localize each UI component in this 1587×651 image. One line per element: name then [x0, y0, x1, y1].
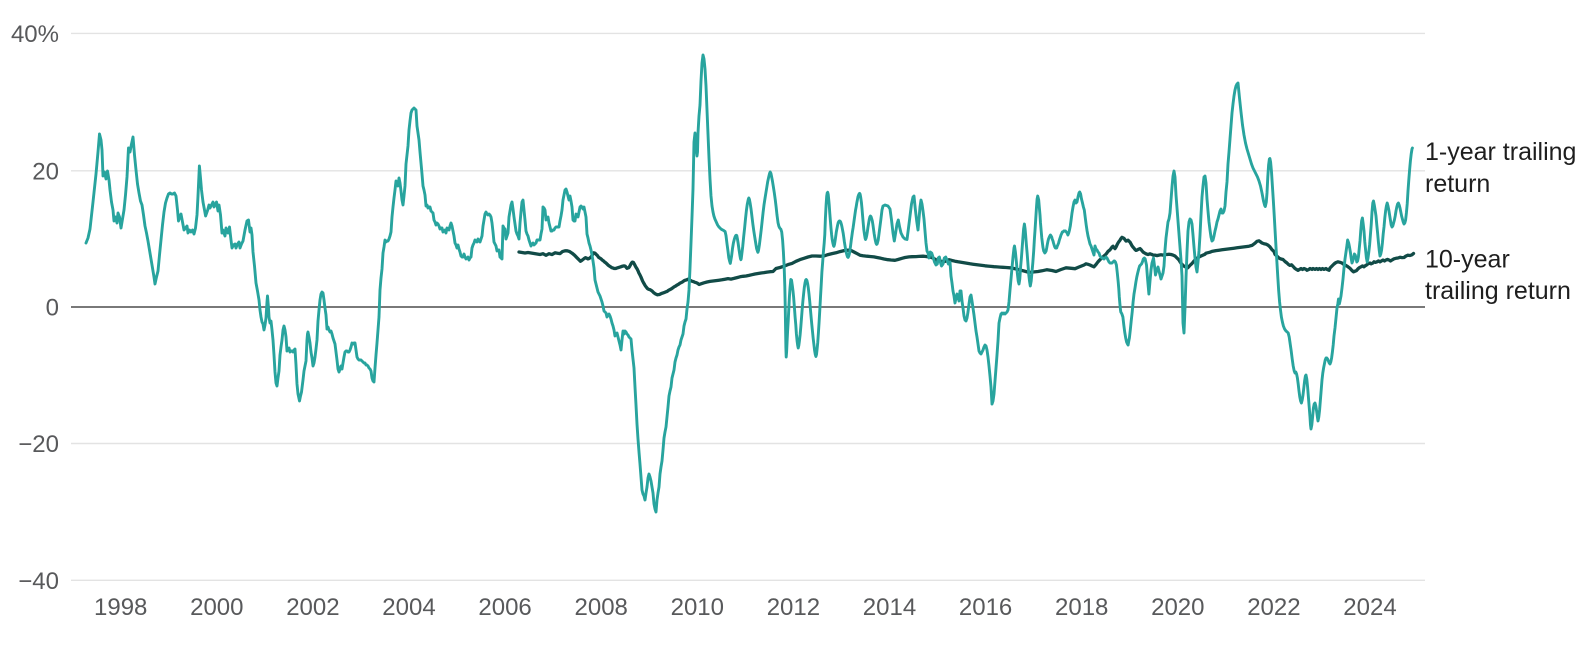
svg-text:20: 20 — [32, 158, 59, 185]
svg-text:2018: 2018 — [1055, 594, 1108, 621]
svg-text:2010: 2010 — [671, 594, 724, 621]
svg-text:2012: 2012 — [767, 594, 820, 621]
svg-text:2002: 2002 — [286, 594, 339, 621]
svg-text:2004: 2004 — [382, 594, 435, 621]
svg-text:−40: −40 — [18, 568, 59, 595]
svg-text:1-year trailing: 1-year trailing — [1425, 138, 1576, 166]
svg-text:1998: 1998 — [94, 594, 147, 621]
svg-text:−20: −20 — [18, 431, 59, 458]
svg-text:2020: 2020 — [1151, 594, 1204, 621]
svg-text:2006: 2006 — [478, 594, 531, 621]
svg-text:2016: 2016 — [959, 594, 1012, 621]
svg-text:2014: 2014 — [863, 594, 916, 621]
svg-text:2008: 2008 — [575, 594, 628, 621]
svg-text:return: return — [1425, 170, 1490, 198]
svg-text:10-year: 10-year — [1425, 246, 1510, 274]
svg-text:2022: 2022 — [1247, 594, 1300, 621]
svg-text:trailing return: trailing return — [1425, 277, 1571, 305]
svg-text:2000: 2000 — [190, 594, 243, 621]
svg-text:2024: 2024 — [1343, 594, 1396, 621]
svg-text:0: 0 — [46, 295, 59, 322]
svg-text:40%: 40% — [11, 21, 59, 48]
